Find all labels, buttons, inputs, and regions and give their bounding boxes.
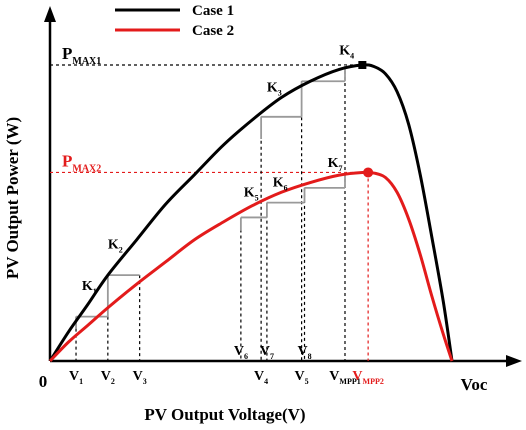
pmax-label: PMAX2 — [62, 151, 101, 174]
legend-label: Case 2 — [192, 23, 234, 39]
step-k-label: K3 — [267, 81, 282, 98]
voc-label: Voc — [461, 375, 488, 394]
voltage-tick-label: V2 — [101, 369, 115, 386]
step-k-label: K2 — [108, 238, 123, 255]
x-axis-title: PV Output Voltage(V) — [144, 405, 305, 424]
step-k-label: K4 — [339, 44, 354, 61]
voltage-tick-label: V6 — [234, 344, 248, 361]
voltage-tick-label: VMPP2 — [352, 369, 383, 386]
voltage-tick-label: V3 — [133, 369, 147, 386]
voltage-tick-label: VMPP1 — [329, 369, 360, 386]
x-axis-arrow — [506, 355, 522, 367]
step-k-label: K5 — [244, 186, 259, 203]
mpp-marker — [363, 167, 374, 178]
mpp-marker — [358, 61, 367, 69]
y-axis-arrow — [44, 6, 56, 22]
legend-label: Case 1 — [192, 3, 234, 19]
step-k-label: K7 — [328, 156, 343, 173]
pmax-label: PMAX1 — [62, 44, 101, 67]
voltage-tick-label: V1 — [69, 369, 83, 386]
series-line — [48, 63, 454, 362]
voltage-tick-label: V5 — [295, 369, 309, 386]
y-axis-title: PV Output Power (W) — [3, 117, 22, 279]
origin-label: 0 — [39, 372, 48, 391]
voltage-tick-label: V4 — [254, 369, 268, 386]
step-k-label: K1 — [82, 279, 97, 296]
step-k-label: K6 — [273, 175, 288, 192]
voltage-tick-label: V7 — [260, 344, 274, 361]
voltage-tick-label: V8 — [297, 344, 311, 361]
series-line — [48, 170, 454, 363]
